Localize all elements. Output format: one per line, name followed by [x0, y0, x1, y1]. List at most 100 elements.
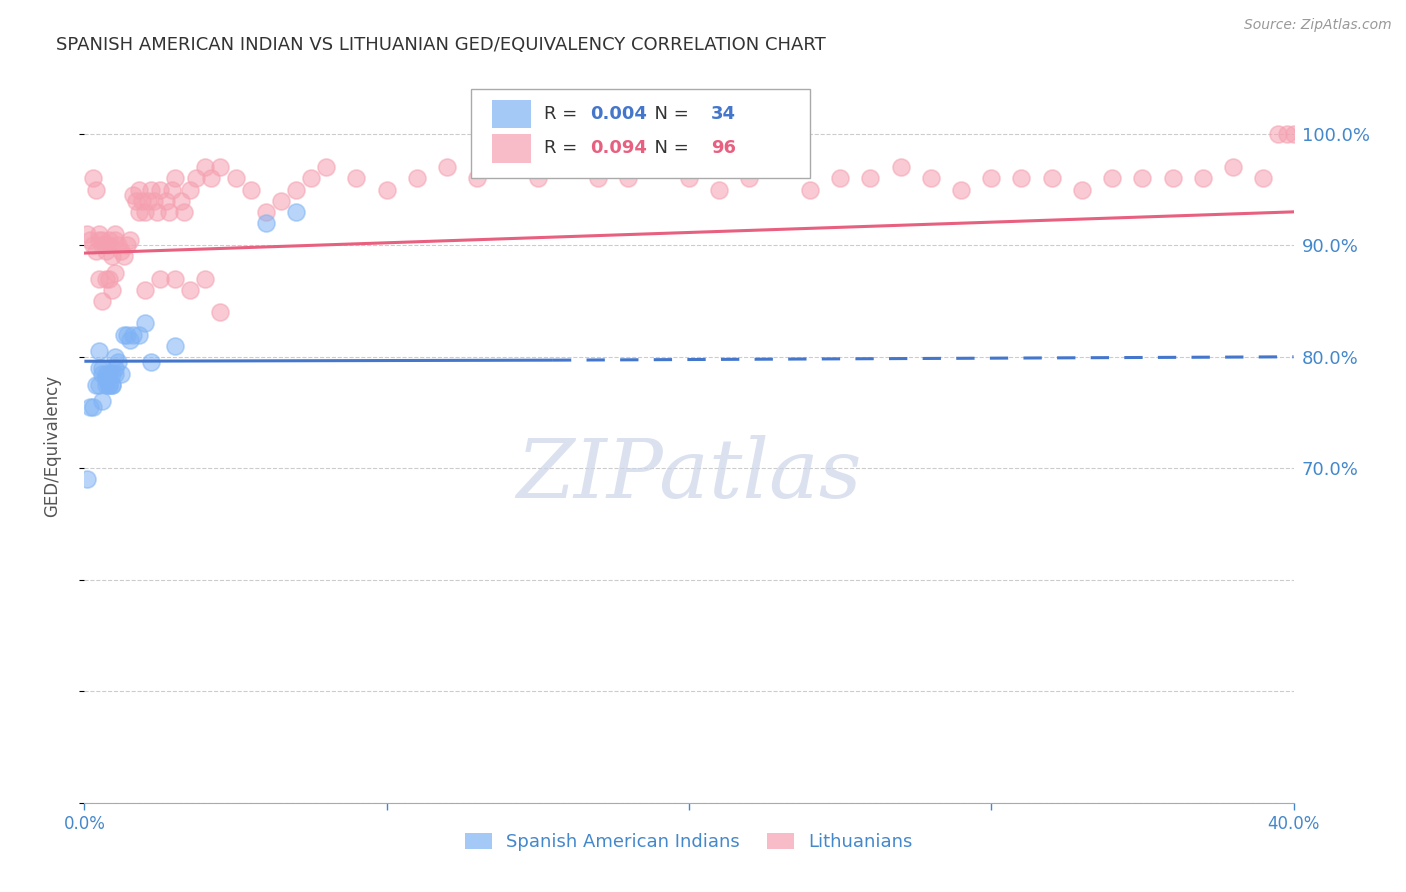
Text: N =: N = — [643, 105, 695, 123]
Legend: Spanish American Indians, Lithuanians: Spanish American Indians, Lithuanians — [457, 825, 921, 858]
Point — [139, 182, 162, 196]
Point — [194, 161, 217, 175]
Point — [128, 204, 150, 219]
Point — [100, 377, 122, 392]
Point — [527, 171, 550, 186]
Point — [91, 233, 114, 247]
Point — [1130, 171, 1153, 186]
Point — [76, 473, 98, 487]
Point — [94, 271, 117, 285]
Point — [617, 171, 640, 186]
Point — [406, 171, 429, 186]
Point — [104, 367, 127, 381]
Point — [315, 161, 337, 175]
Point — [112, 327, 135, 342]
Point — [588, 171, 610, 186]
Point — [149, 182, 172, 196]
Point — [1040, 171, 1063, 186]
Point — [125, 194, 148, 208]
Point — [134, 204, 156, 219]
Point — [97, 367, 120, 381]
Point — [107, 355, 129, 369]
Point — [299, 171, 322, 186]
Point — [121, 327, 143, 342]
Point — [1161, 171, 1184, 186]
Point — [239, 182, 262, 196]
Text: SPANISH AMERICAN INDIAN VS LITHUANIAN GED/EQUIVALENCY CORRELATION CHART: SPANISH AMERICAN INDIAN VS LITHUANIAN GE… — [56, 36, 825, 54]
Point — [82, 171, 104, 186]
Point — [890, 161, 912, 175]
Point — [104, 233, 127, 247]
Point — [89, 233, 111, 247]
Point — [94, 367, 117, 381]
Point — [97, 238, 120, 252]
Text: 34: 34 — [710, 105, 735, 123]
Point — [97, 377, 120, 392]
Point — [94, 238, 117, 252]
Point — [91, 394, 114, 409]
Point — [1277, 127, 1299, 141]
Point — [1267, 127, 1289, 141]
Point — [146, 204, 169, 219]
Point — [128, 182, 150, 196]
Point — [1101, 171, 1123, 186]
Point — [97, 271, 120, 285]
Point — [859, 171, 882, 186]
Point — [186, 171, 208, 186]
Point — [118, 233, 141, 247]
Point — [104, 350, 127, 364]
Text: N =: N = — [643, 139, 695, 157]
Point — [1253, 171, 1275, 186]
Point — [799, 182, 821, 196]
Point — [160, 182, 183, 196]
Point — [436, 161, 458, 175]
Y-axis label: GED/Equivalency: GED/Equivalency — [42, 375, 60, 517]
Point — [830, 171, 852, 186]
Text: Source: ZipAtlas.com: Source: ZipAtlas.com — [1244, 18, 1392, 32]
Point — [254, 216, 277, 230]
Point — [91, 293, 114, 308]
Point — [285, 204, 308, 219]
Point — [79, 400, 101, 414]
Point — [89, 377, 111, 392]
Point — [82, 238, 104, 252]
Point — [110, 244, 132, 258]
Point — [709, 182, 731, 196]
Point — [496, 161, 519, 175]
Bar — [492, 100, 530, 128]
Text: ZIPatlas: ZIPatlas — [516, 434, 862, 515]
Point — [165, 271, 187, 285]
Point — [170, 194, 193, 208]
Point — [91, 238, 114, 252]
Point — [209, 161, 232, 175]
Point — [285, 182, 308, 196]
Point — [155, 194, 177, 208]
Point — [94, 377, 117, 392]
Point — [110, 367, 132, 381]
Point — [104, 266, 127, 280]
Point — [920, 171, 942, 186]
Point — [1011, 171, 1033, 186]
Point — [179, 283, 201, 297]
Point — [121, 188, 143, 202]
Point — [86, 244, 108, 258]
Point — [173, 204, 195, 219]
Point — [89, 271, 111, 285]
Point — [100, 377, 122, 392]
Point — [1222, 161, 1244, 175]
Point — [136, 194, 159, 208]
Point — [270, 194, 292, 208]
Text: R =: R = — [544, 105, 583, 123]
Point — [100, 249, 122, 263]
Point — [134, 283, 156, 297]
Point — [97, 233, 120, 247]
Point — [82, 400, 104, 414]
Point — [100, 367, 122, 381]
Point — [94, 372, 117, 386]
Text: R =: R = — [544, 139, 583, 157]
Point — [165, 171, 187, 186]
Point — [209, 305, 232, 319]
Point — [94, 244, 117, 258]
Point — [118, 333, 141, 347]
Point — [157, 204, 180, 219]
